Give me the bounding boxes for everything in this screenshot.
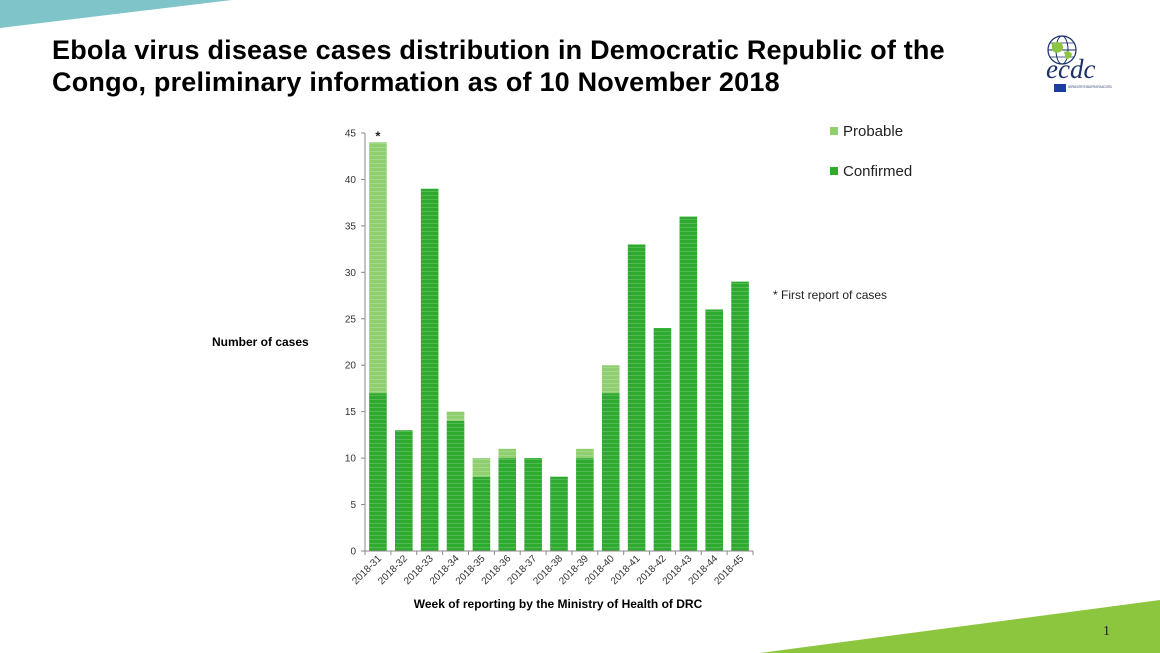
bar-probable-texture [498, 448, 517, 459]
x-axis-title: Week of reporting by the Ministry of Hea… [414, 597, 703, 611]
y-tick-label: 20 [345, 361, 357, 372]
top-accent-stripe [0, 0, 232, 28]
y-axis-title: Number of cases [212, 335, 309, 349]
globe-icon [1047, 35, 1077, 65]
y-tick-label: 45 [345, 129, 357, 140]
logo-wordmark: ecdc [1046, 54, 1095, 84]
bar-probable-texture [472, 458, 491, 477]
y-tick-label: 35 [345, 221, 357, 232]
bar-confirmed-texture [446, 420, 465, 551]
y-tick-label: 10 [345, 454, 357, 465]
bar-confirmed-texture [498, 458, 517, 551]
y-tick-label: 30 [345, 268, 357, 279]
bar-confirmed-texture [601, 393, 620, 551]
bar-probable-texture [369, 142, 387, 394]
page-number: 1 [1103, 624, 1110, 639]
bar-confirmed-texture [576, 458, 594, 551]
slide-title: Ebola virus disease cases distribution i… [52, 35, 945, 97]
bar-confirmed-texture [524, 458, 542, 551]
legend: Probable Confirmed [830, 123, 912, 180]
ecdc-logo: ecdc EUROPEAN CENTRE FOR DISEASE PREVENT… [1046, 35, 1112, 92]
bar-confirmed-texture [705, 309, 723, 551]
bar-confirmed-texture [627, 244, 646, 551]
bar-confirmed-texture [420, 188, 439, 551]
y-axis-ticks: 0 5 10 15 20 25 30 35 40 45 [345, 129, 365, 558]
y-tick-label: 25 [345, 314, 357, 325]
bar-probable-texture [446, 411, 465, 421]
legend-label-confirmed: Confirmed [843, 163, 912, 180]
legend-label-probable: Probable [843, 123, 903, 140]
bar-probable-texture [576, 448, 594, 459]
bar-confirmed-texture [653, 328, 672, 551]
bar-confirmed-texture [472, 476, 491, 551]
y-tick-label: 0 [350, 547, 356, 558]
legend-swatch-confirmed [830, 167, 838, 175]
y-tick-label: 40 [345, 175, 357, 186]
y-tick-label: 15 [345, 407, 357, 418]
bar-confirmed-texture [369, 393, 387, 551]
logo-tagline: EUROPEAN CENTRE FOR DISEASE PREVENTION A… [1068, 85, 1112, 89]
bar-confirmed-texture [395, 430, 413, 551]
legend-swatch-probable [830, 127, 838, 135]
bar-confirmed-texture [679, 216, 698, 551]
bar-confirmed-texture [731, 281, 749, 551]
eu-flag-icon [1054, 84, 1066, 92]
x-tick-label: 2018-45 [712, 553, 746, 587]
y-tick-label: 5 [350, 500, 356, 511]
first-report-marker: * [375, 128, 381, 143]
bar-probable-texture [601, 365, 620, 394]
x-axis-ticks: 2018-312018-322018-332018-342018-352018-… [350, 551, 754, 587]
bars [369, 142, 749, 551]
first-report-annotation: * First report of cases [773, 288, 887, 302]
bar-confirmed-texture [550, 476, 568, 551]
